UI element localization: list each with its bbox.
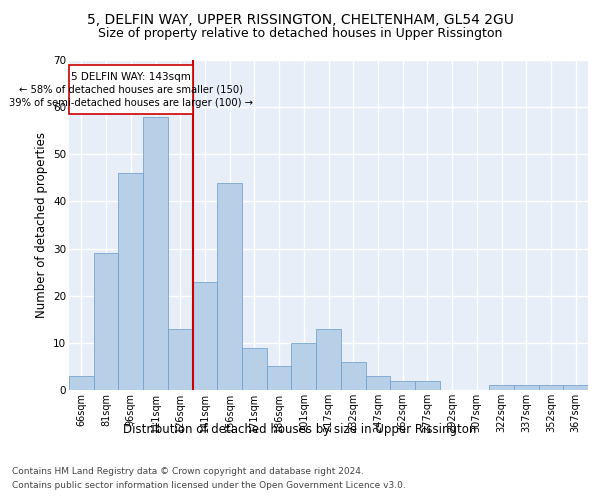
Text: Distribution of detached houses by size in Upper Rissington: Distribution of detached houses by size …: [124, 422, 476, 436]
Bar: [563, 386, 588, 390]
Text: 39% of semi-detached houses are larger (100) →: 39% of semi-detached houses are larger (…: [9, 98, 253, 108]
Text: Contains public sector information licensed under the Open Government Licence v3: Contains public sector information licen…: [12, 481, 406, 490]
Bar: [539, 386, 563, 390]
Bar: [489, 386, 514, 390]
Bar: [365, 376, 390, 390]
Bar: [94, 254, 118, 390]
Bar: [242, 348, 267, 390]
Bar: [168, 328, 193, 390]
Bar: [143, 116, 168, 390]
Text: Contains HM Land Registry data © Crown copyright and database right 2024.: Contains HM Land Registry data © Crown c…: [12, 468, 364, 476]
Text: Size of property relative to detached houses in Upper Rissington: Size of property relative to detached ho…: [98, 28, 502, 40]
Bar: [69, 376, 94, 390]
Y-axis label: Number of detached properties: Number of detached properties: [35, 132, 47, 318]
Bar: [415, 380, 440, 390]
Text: 5 DELFIN WAY: 143sqm: 5 DELFIN WAY: 143sqm: [71, 72, 191, 82]
Text: 5, DELFIN WAY, UPPER RISSINGTON, CHELTENHAM, GL54 2GU: 5, DELFIN WAY, UPPER RISSINGTON, CHELTEN…: [86, 12, 514, 26]
Bar: [217, 182, 242, 390]
Bar: [267, 366, 292, 390]
Bar: [193, 282, 217, 390]
Bar: [118, 173, 143, 390]
Bar: [316, 328, 341, 390]
Bar: [292, 343, 316, 390]
FancyBboxPatch shape: [69, 64, 193, 114]
Bar: [514, 386, 539, 390]
Text: ← 58% of detached houses are smaller (150): ← 58% of detached houses are smaller (15…: [19, 84, 243, 94]
Bar: [390, 380, 415, 390]
Bar: [341, 362, 365, 390]
